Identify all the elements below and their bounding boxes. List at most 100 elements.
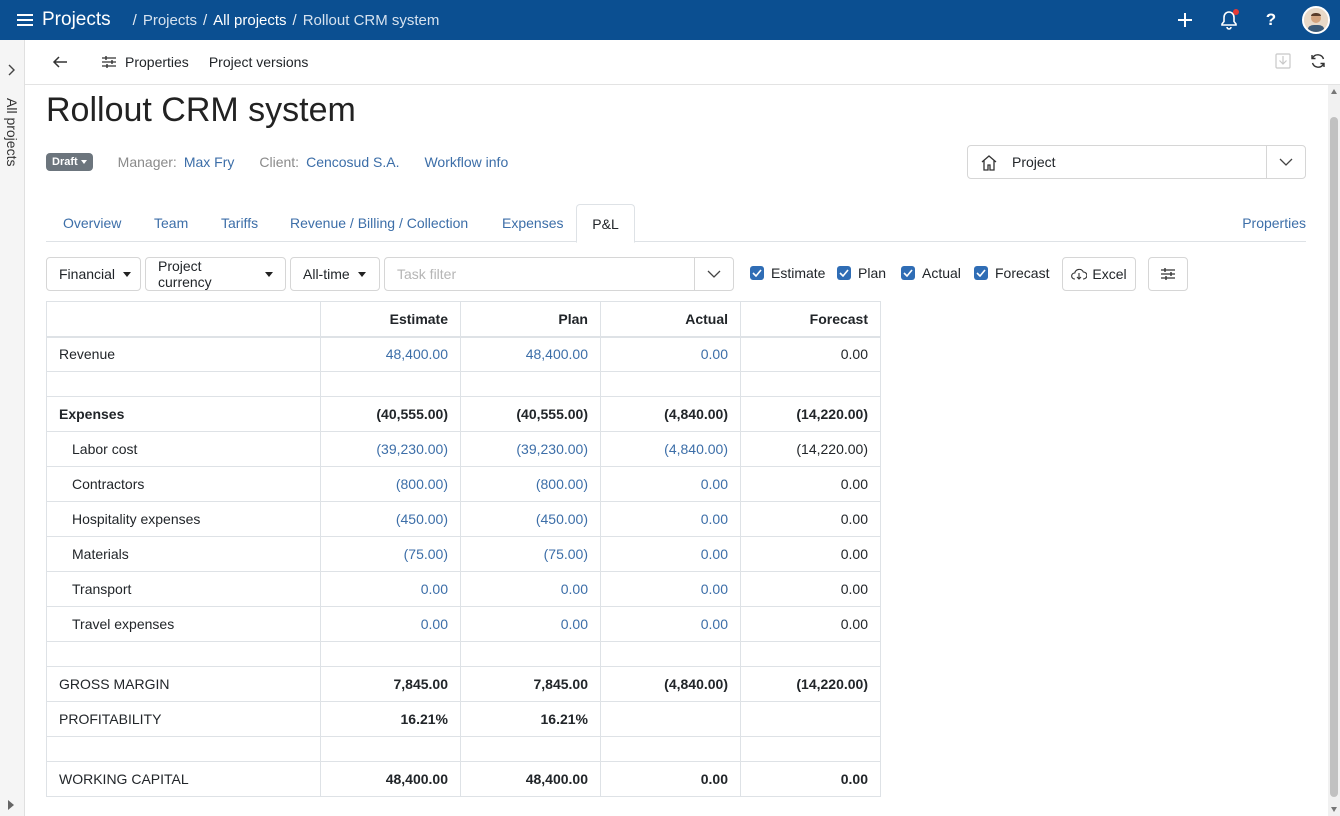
chevron-down-icon[interactable] bbox=[694, 258, 733, 290]
financial-dropdown-label: Financial bbox=[59, 266, 116, 282]
cell-value[interactable]: 0.00 bbox=[600, 571, 741, 607]
cell-value[interactable]: 0.00 bbox=[320, 606, 461, 642]
side-rail[interactable]: All projects bbox=[0, 40, 25, 816]
cell-value: 0.00 bbox=[740, 466, 881, 502]
help-icon[interactable]: ? bbox=[1265, 10, 1277, 29]
breadcrumb-all-projects[interactable]: All projects bbox=[213, 11, 287, 29]
cell-value[interactable]: (75.00) bbox=[320, 536, 461, 572]
hamburger-menu-icon[interactable] bbox=[17, 14, 33, 26]
plan-label: Plan bbox=[858, 265, 887, 281]
breadcrumb-projects[interactable]: Projects bbox=[142, 11, 197, 29]
tab-tariffs[interactable]: Tariffs bbox=[221, 215, 259, 231]
caret-down-icon bbox=[80, 160, 87, 164]
row-label: Travel expenses bbox=[46, 606, 321, 642]
refresh-icon[interactable] bbox=[1310, 53, 1326, 69]
cell-value: (14,220.00) bbox=[740, 431, 881, 467]
tab-revenue-billing-collection[interactable]: Revenue / Billing / Collection bbox=[290, 215, 469, 231]
row-label: Materials bbox=[46, 536, 321, 572]
row-label: PROFITABILITY bbox=[46, 701, 321, 737]
project-meta: Draft Manager: Max Fry Client: Cencosud … bbox=[46, 153, 508, 171]
status-badge[interactable]: Draft bbox=[46, 153, 93, 171]
cell-value: (40,555.00) bbox=[320, 396, 461, 432]
cell-value bbox=[740, 701, 881, 737]
row-label: Hospitality expenses bbox=[46, 501, 321, 537]
table-row: Expenses (40,555.00) (40,555.00) (4,840.… bbox=[46, 396, 881, 432]
avatar[interactable] bbox=[1302, 6, 1330, 34]
caret-down-icon bbox=[265, 271, 273, 277]
financial-dropdown[interactable]: Financial bbox=[46, 257, 141, 291]
properties-link[interactable]: Properties bbox=[1242, 215, 1306, 231]
page-title: Rollout CRM system bbox=[46, 91, 356, 129]
cell-value[interactable]: (4,840.00) bbox=[600, 431, 741, 467]
actual-label: Actual bbox=[922, 265, 961, 281]
tab-pnl[interactable]: P&L bbox=[576, 204, 635, 243]
tab-overview[interactable]: Overview bbox=[63, 215, 122, 231]
currency-dropdown[interactable]: Project currency bbox=[145, 257, 286, 291]
cell-value[interactable]: 0.00 bbox=[600, 536, 741, 572]
cell-value[interactable]: (800.00) bbox=[320, 466, 461, 502]
cell-value[interactable]: 0.00 bbox=[600, 466, 741, 502]
chevron-right-icon[interactable] bbox=[7, 64, 17, 76]
manager-link[interactable]: Max Fry bbox=[183, 154, 235, 170]
cell-value[interactable]: (450.00) bbox=[320, 501, 461, 537]
estimate-checkbox[interactable]: Estimate bbox=[750, 265, 825, 281]
cell-value[interactable]: (75.00) bbox=[460, 536, 601, 572]
workflow-info-link[interactable]: Workflow info bbox=[424, 154, 509, 170]
breadcrumb: / Projects / All projects / Rollout CRM … bbox=[132, 11, 440, 29]
cell-value[interactable]: (800.00) bbox=[460, 466, 601, 502]
rail-label[interactable]: All projects bbox=[4, 98, 20, 167]
spacer-row bbox=[46, 736, 881, 762]
properties-button[interactable]: Properties bbox=[101, 54, 189, 70]
cell-value: 0.00 bbox=[740, 606, 881, 642]
excel-label: Excel bbox=[1092, 266, 1127, 282]
actual-checkbox[interactable]: Actual bbox=[901, 265, 961, 281]
expand-arrow-icon[interactable] bbox=[8, 800, 14, 810]
cell-value[interactable]: 0.00 bbox=[600, 336, 741, 372]
excel-button[interactable]: Excel bbox=[1062, 257, 1136, 291]
table-row: Travel expenses 0.00 0.00 0.00 0.00 bbox=[46, 606, 881, 642]
cell-value[interactable]: 0.00 bbox=[600, 606, 741, 642]
cell-value[interactable]: (39,230.00) bbox=[460, 431, 601, 467]
cell-value[interactable]: 48,400.00 bbox=[320, 336, 461, 372]
cell-value[interactable]: 48,400.00 bbox=[460, 336, 601, 372]
table-row: Materials (75.00) (75.00) 0.00 0.00 bbox=[46, 536, 881, 572]
notification-bell-icon[interactable] bbox=[1218, 9, 1240, 31]
cell-value[interactable]: 0.00 bbox=[460, 571, 601, 607]
notification-dot bbox=[1233, 9, 1239, 15]
chevron-down-icon[interactable] bbox=[1266, 146, 1305, 178]
vertical-scrollbar[interactable] bbox=[1328, 85, 1340, 816]
tab-team[interactable]: Team bbox=[154, 215, 189, 231]
scroll-up-arrow-icon[interactable] bbox=[1331, 89, 1337, 94]
cell-value[interactable]: 0.00 bbox=[320, 571, 461, 607]
row-label: Expenses bbox=[46, 396, 321, 432]
add-icon[interactable] bbox=[1174, 9, 1196, 31]
cloud-download-icon bbox=[1071, 268, 1088, 280]
forecast-checkbox[interactable]: Forecast bbox=[974, 265, 1049, 281]
cell-value: 48,400.00 bbox=[320, 761, 461, 797]
cell-value[interactable]: 0.00 bbox=[600, 501, 741, 537]
scroll-down-arrow-icon[interactable] bbox=[1331, 807, 1337, 812]
table-row: Revenue 48,400.00 48,400.00 0.00 0.00 bbox=[46, 336, 881, 372]
cell-value[interactable]: (450.00) bbox=[460, 501, 601, 537]
client-link[interactable]: Cencosud S.A. bbox=[306, 154, 400, 170]
table-row: Labor cost (39,230.00) (39,230.00) (4,84… bbox=[46, 431, 881, 467]
plan-checkbox[interactable]: Plan bbox=[837, 265, 886, 281]
scroll-thumb[interactable] bbox=[1330, 117, 1338, 797]
download-icon[interactable] bbox=[1274, 52, 1292, 70]
project-versions-button[interactable]: Project versions bbox=[209, 54, 309, 70]
back-arrow-icon[interactable] bbox=[52, 55, 68, 69]
table-header-row: Estimate Plan Actual Forecast bbox=[46, 301, 881, 338]
cell-value[interactable]: 0.00 bbox=[460, 606, 601, 642]
table-row: Transport 0.00 0.00 0.00 0.00 bbox=[46, 571, 881, 607]
period-dropdown[interactable]: All-time bbox=[290, 257, 380, 291]
cell-value: (4,840.00) bbox=[600, 666, 741, 702]
cell-value: 0.00 bbox=[740, 501, 881, 537]
view-select[interactable]: Project bbox=[967, 145, 1306, 179]
pnl-table: Estimate Plan Actual Forecast Revenue 48… bbox=[46, 301, 881, 797]
task-filter-input[interactable] bbox=[385, 258, 695, 290]
settings-button[interactable] bbox=[1148, 257, 1188, 291]
cell-value[interactable]: (39,230.00) bbox=[320, 431, 461, 467]
cell-value: 0.00 bbox=[740, 336, 881, 372]
tab-expenses[interactable]: Expenses bbox=[502, 215, 564, 231]
app-title[interactable]: Projects bbox=[42, 9, 111, 30]
